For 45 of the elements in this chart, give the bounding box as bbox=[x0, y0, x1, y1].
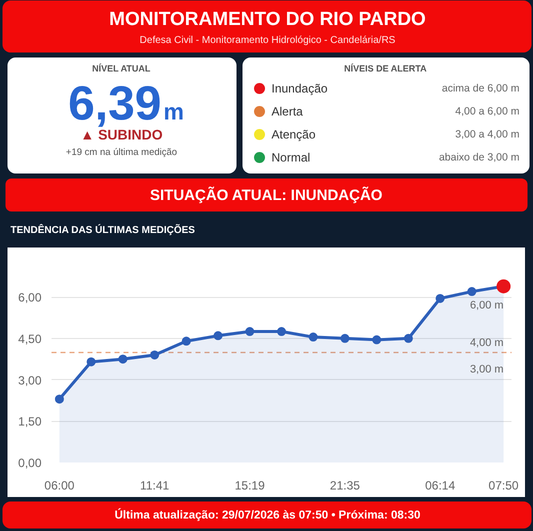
y-tick-label: 0,00 bbox=[18, 456, 42, 470]
point bbox=[86, 357, 96, 366]
text: 4,00 a 6,00 m bbox=[455, 106, 520, 118]
text: NÍVEIS DE ALERTA bbox=[344, 64, 428, 74]
text: SITUAÇÃO ATUAL: INUNDAÇÃO bbox=[150, 186, 383, 204]
point bbox=[467, 287, 476, 296]
x-tick-label: 11:41 bbox=[140, 478, 170, 492]
annotation: 6,00 m bbox=[470, 299, 504, 312]
text: Defesa Civil - Monitoramento Hidrológico - Candelária/RS bbox=[140, 35, 396, 46]
y-tick-label: 4,50 bbox=[18, 332, 42, 346]
annotation: 3,00 m bbox=[470, 364, 504, 376]
text: m bbox=[164, 98, 184, 124]
x-tick-label: 15:19 bbox=[234, 478, 266, 492]
text: acima de 6,00 m bbox=[442, 82, 520, 94]
ref-line-label: 4,00 m bbox=[470, 337, 504, 350]
point bbox=[340, 334, 350, 343]
category-label: Normal bbox=[272, 150, 310, 164]
point bbox=[118, 354, 128, 364]
y-tick-label: 3,00 bbox=[18, 373, 42, 388]
y-tick-label: 6,00 bbox=[18, 290, 42, 305]
y-tick-label: 1,50 bbox=[18, 414, 42, 429]
text: MONITORAMENTO DO RIO PARDO bbox=[109, 9, 426, 30]
x-tick-label: 21:35 bbox=[330, 478, 360, 492]
x-tick-label: 07:50 bbox=[488, 478, 519, 492]
chart-title: TENDÊNCIA DAS ÚLTIMAS MEDIÇÕES bbox=[10, 224, 196, 236]
point bbox=[277, 327, 286, 336]
text: NÍVEL ATUAL bbox=[92, 64, 151, 74]
point bbox=[308, 332, 318, 342]
point bbox=[245, 327, 254, 336]
x-tick-label: 06:00 bbox=[44, 478, 75, 492]
text: +19 cm na última medição bbox=[66, 147, 178, 158]
category-label: Alerta bbox=[272, 104, 304, 118]
text: Última atualização: 29/07/2026 às 07:50 • Próxima: 08:30 bbox=[114, 508, 420, 522]
category-label: Inundação bbox=[272, 82, 328, 96]
text: 3,00 a 4,00 m bbox=[455, 128, 520, 140]
x-tick-label: 06:14 bbox=[425, 478, 456, 492]
point bbox=[54, 394, 64, 404]
point bbox=[182, 336, 191, 346]
point bbox=[372, 335, 382, 344]
text: abaixo de 3,00 m bbox=[438, 152, 520, 164]
point bbox=[214, 331, 223, 340]
point bbox=[404, 334, 413, 343]
point bbox=[436, 294, 445, 303]
category-label: Atenção bbox=[272, 128, 316, 142]
point bbox=[150, 350, 160, 360]
